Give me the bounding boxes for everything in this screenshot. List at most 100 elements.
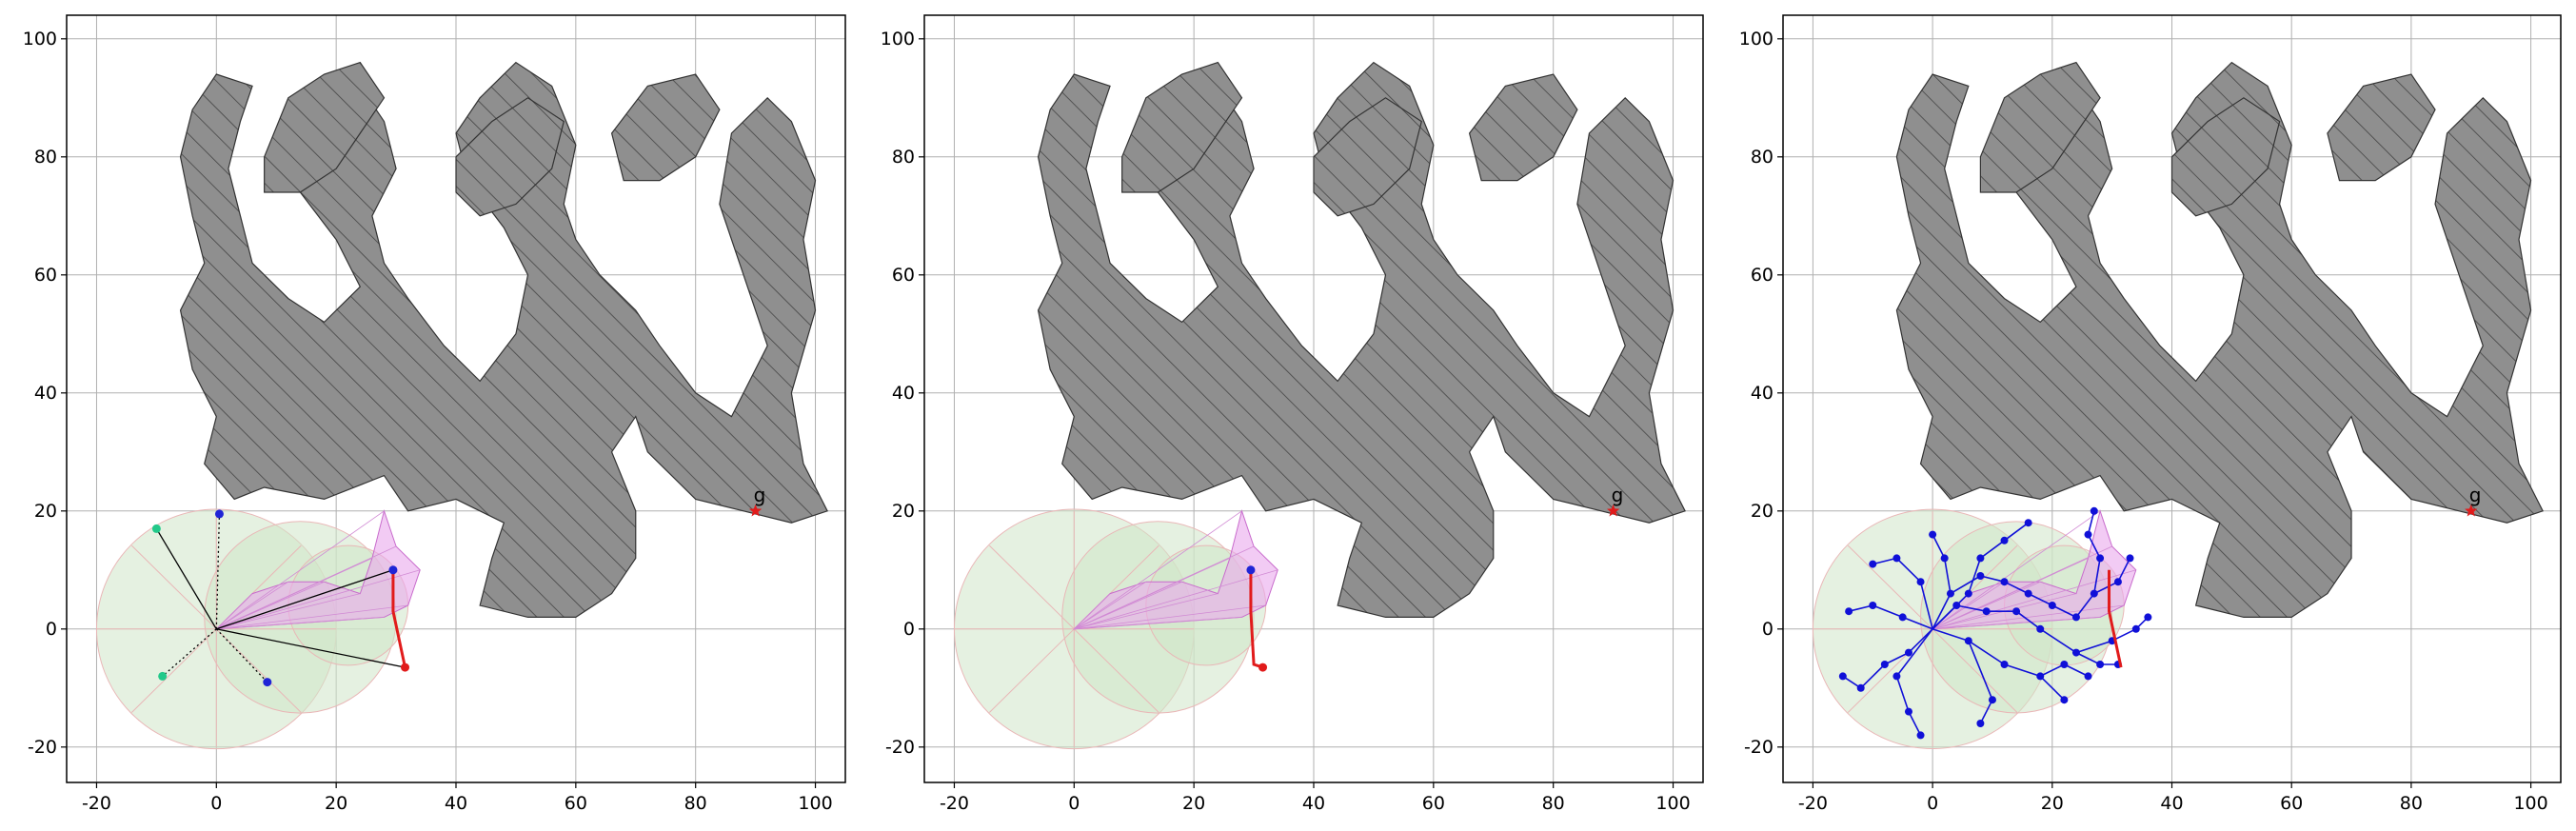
y-tick-label: -20 xyxy=(28,737,57,758)
sensor-sector-line xyxy=(988,544,1075,630)
candidate-point xyxy=(158,671,168,681)
obstacles xyxy=(179,61,828,619)
x-tick-label: -20 xyxy=(940,793,969,814)
goal-label: g xyxy=(2469,484,2482,506)
visibility-ray xyxy=(216,617,385,630)
candidate-point xyxy=(151,524,161,533)
visibility-ray xyxy=(1932,617,2101,630)
visibility-ray xyxy=(216,510,385,630)
visibility-ray xyxy=(216,581,289,630)
obstacle xyxy=(179,61,828,619)
tree-node xyxy=(1869,560,1877,568)
x-tick-label: -20 xyxy=(1798,793,1828,814)
visibility-region xyxy=(1072,509,1278,630)
tree-edge xyxy=(1908,711,1922,736)
sensor-sector-line xyxy=(1847,544,1933,630)
x-tick-label: 40 xyxy=(1302,793,1325,814)
y-tick-label: 20 xyxy=(892,501,915,522)
visibility-ray xyxy=(216,569,421,630)
x-tick-label: 80 xyxy=(684,793,707,814)
x-tick-label: 20 xyxy=(2041,793,2064,814)
sensor-sector-line xyxy=(1932,628,2018,713)
x-tick-label: 40 xyxy=(2160,793,2183,814)
y-tick-label: -20 xyxy=(1744,737,1773,758)
y-tick-label: 40 xyxy=(34,383,57,404)
candidate-point xyxy=(388,565,398,575)
x-tick-label: 80 xyxy=(2400,793,2423,814)
tree-node xyxy=(2060,696,2069,704)
tree-edge xyxy=(2015,610,2041,630)
tree-node xyxy=(1916,731,1925,740)
tree-edge xyxy=(2039,663,2065,678)
path-line xyxy=(2108,569,2123,668)
tree-edge xyxy=(1895,628,1933,677)
visibility-ray xyxy=(1932,569,2136,630)
tree-node xyxy=(1929,530,1937,539)
obstacle xyxy=(1979,61,2101,193)
plot-content xyxy=(95,61,828,750)
goal-label: g xyxy=(754,484,766,506)
search-tree xyxy=(1838,506,2152,740)
tree-edge xyxy=(1860,663,1886,689)
goal-star xyxy=(2465,504,2478,517)
tree-edge xyxy=(2039,675,2065,701)
tree-edge xyxy=(2093,581,2119,595)
tree-edge xyxy=(1848,604,1873,612)
visibility-ray xyxy=(216,604,408,630)
goal-star xyxy=(1606,504,1620,517)
plot-content xyxy=(953,61,1686,750)
tree-edge xyxy=(2075,593,2095,618)
visibility-ray xyxy=(1074,545,1255,630)
y-tick-label: 80 xyxy=(34,147,57,168)
y-tick-label: 40 xyxy=(892,383,915,404)
sensor-line xyxy=(216,628,406,668)
visibility-ray xyxy=(216,545,397,630)
tree-edge xyxy=(2004,581,2030,595)
tree-edge xyxy=(1968,640,1993,701)
obstacle xyxy=(1895,61,2544,619)
y-tick-label: 0 xyxy=(903,619,915,640)
obstacle xyxy=(264,61,386,193)
x-tick-label: 80 xyxy=(1542,793,1565,814)
y-tick-label: 0 xyxy=(1762,619,1773,640)
tree-node xyxy=(2126,554,2134,563)
goal-star xyxy=(748,504,763,517)
tree-edge xyxy=(1968,558,1982,594)
visibility-ray xyxy=(1074,604,1266,630)
tree-node xyxy=(2024,519,2032,527)
tree-edge xyxy=(1902,616,1933,630)
visibility-ray xyxy=(1074,617,1242,630)
tree-edge xyxy=(2075,651,2101,665)
tree-node xyxy=(2144,613,2152,622)
tree-edge xyxy=(1956,604,1987,612)
tree-edge xyxy=(1980,575,2005,583)
candidate-point xyxy=(214,509,224,519)
candidate-point xyxy=(263,678,272,687)
x-tick-label: 100 xyxy=(798,793,832,814)
sensor-sector-line xyxy=(1073,628,1159,713)
y-tick-label: 80 xyxy=(892,147,915,168)
obstacle xyxy=(1468,73,1578,182)
obstacle xyxy=(610,73,721,182)
tree-node xyxy=(1845,607,1853,616)
sensor-sector-line xyxy=(130,628,217,713)
x-tick-label: 60 xyxy=(1422,793,1445,814)
tree-edge xyxy=(1932,593,1970,630)
sensor-sector-line xyxy=(988,628,1075,713)
y-tick-label: 0 xyxy=(46,619,57,640)
tree-edge xyxy=(2087,534,2101,559)
tree-edge xyxy=(1950,575,1981,595)
y-tick-label: -20 xyxy=(885,737,915,758)
tree-edge xyxy=(1979,699,1993,724)
y-tick-label: 60 xyxy=(892,265,915,286)
y-tick-label: 60 xyxy=(1751,265,1773,286)
tree-edge xyxy=(2051,604,2077,619)
obstacle xyxy=(2327,73,2436,182)
tree-node xyxy=(2090,506,2098,515)
tree-edge xyxy=(1932,628,1970,642)
visibility-ray xyxy=(1074,593,1219,630)
visibility-ray xyxy=(216,593,361,630)
x-tick-label: -20 xyxy=(82,793,111,814)
plot-content xyxy=(1812,61,2544,749)
